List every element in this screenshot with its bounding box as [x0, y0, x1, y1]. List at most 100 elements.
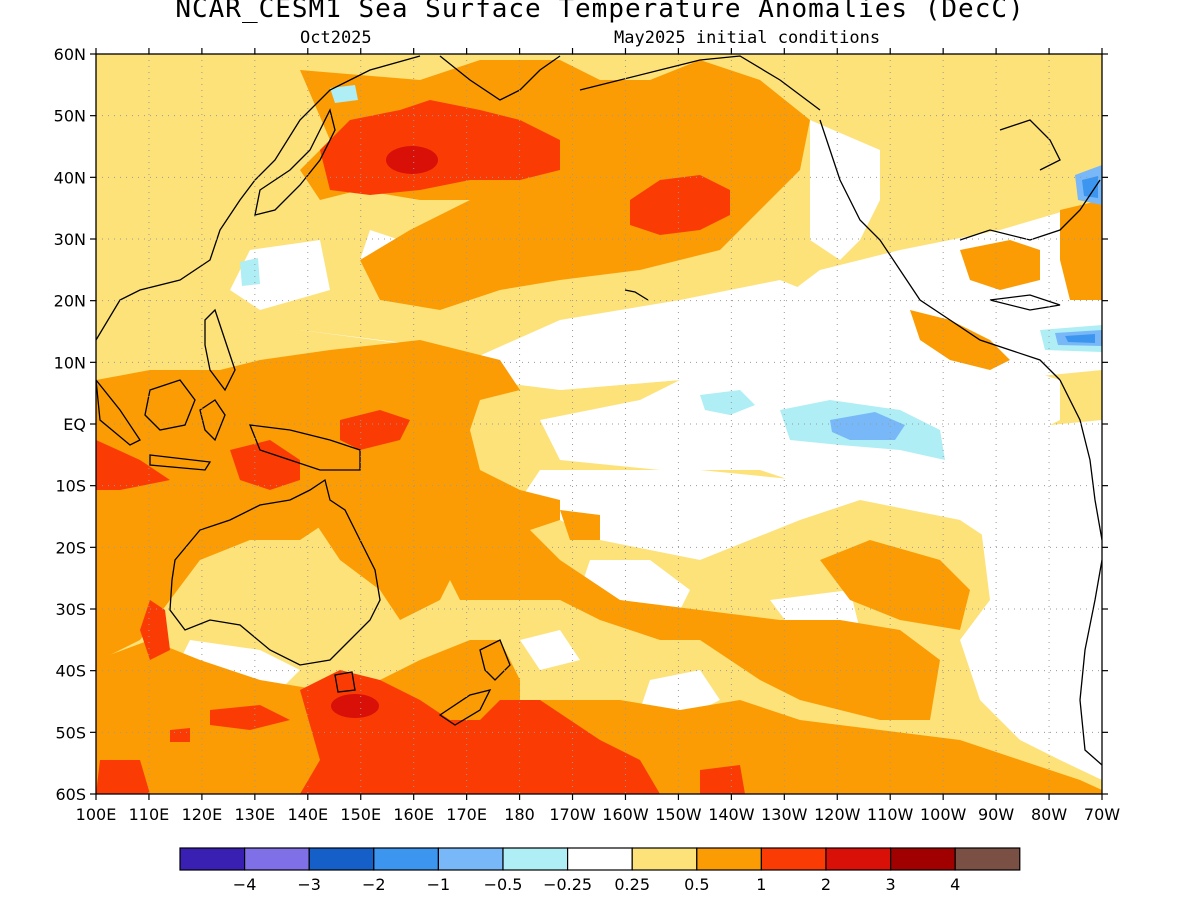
colorbar-swatch: [760, 847, 827, 871]
colorbar-swatch: [566, 847, 633, 871]
sulawesi-coastline: [199, 399, 226, 442]
lon-tick-label: 140W: [708, 805, 755, 824]
philippines-coastline: [204, 308, 236, 392]
lon-tick-label: 150W: [655, 805, 702, 824]
lon-tick-label: 160E: [393, 805, 434, 824]
colorbar-tick-label: −0.5: [484, 875, 523, 894]
new-zealand-south: [438, 689, 492, 726]
orange-equatorial-west: [96, 340, 560, 620]
lon-tick-label: 170W: [549, 805, 596, 824]
colorbar-tick-label: 3: [886, 875, 896, 894]
colorbar-tick-label: 4: [950, 875, 960, 894]
lat-tick-label: 60N: [54, 45, 86, 64]
darkred-kuroshio-core: [386, 146, 438, 174]
australia-coastline: [169, 478, 381, 666]
lat-tick-label: 50N: [54, 107, 86, 126]
tasmania-coastline: [334, 671, 356, 693]
red-west-australia: [140, 600, 170, 660]
colorbar-swatch: [825, 847, 892, 871]
valid-month-label: Oct2025: [300, 28, 372, 48]
lon-tick-label: 90W: [978, 805, 1014, 824]
colorbar-labels: −4 −3 −2 −1 −0.5 −0.25 0.25 0.5 1 2 3 4: [233, 875, 960, 894]
colorbar-tick-label: 2: [821, 875, 831, 894]
colorbar-tick-label: −4: [233, 875, 257, 894]
orange-gulf-mexico: [960, 240, 1040, 290]
colorbar-swatch: [696, 847, 762, 871]
lon-tick-label: 100W: [920, 805, 967, 824]
lat-tick-label: EQ: [63, 415, 86, 434]
map-plot-area: [96, 54, 1102, 794]
red-kuroshio: [320, 100, 560, 195]
darkred-tasman-core: [331, 694, 379, 718]
south-america-coastline: [1059, 379, 1102, 541]
orange-central-america: [910, 310, 1010, 370]
south-america-southwest: [1079, 559, 1102, 766]
red-south-far: [700, 765, 745, 794]
lat-tick-label: 20S: [55, 538, 86, 557]
lon-tick-label: 150E: [340, 805, 381, 824]
orange-south-diagonal: [440, 520, 940, 720]
great-lakes: [999, 119, 1061, 171]
lon-tick-label: 130W: [761, 805, 808, 824]
lat-tick-label: 30N: [54, 230, 86, 249]
red-banda-sea: [230, 440, 300, 490]
colorbar-tick-label: 0.5: [684, 875, 709, 894]
lat-tick-label: 50S: [55, 723, 86, 742]
colorbar-swatch: [631, 847, 698, 871]
colorbar-tick-label: −2: [362, 875, 386, 894]
colorbar-swatch: [437, 847, 504, 871]
anomaly-darkred-layer: [331, 146, 438, 718]
colorbar-swatch: [244, 847, 310, 871]
red-south-indian: [96, 760, 150, 794]
gulf-coast: [959, 179, 1101, 241]
asia-mainland-coastline: [96, 55, 421, 341]
plot-title: NCAR_CESM1 Sea Surface Temperature Anoma…: [175, 0, 1025, 24]
lat-tick-label: 20N: [54, 292, 86, 311]
longitude-labels: 100E 110E 120E 130E 140E 150E 160E 170E 180 170W 1…: [76, 805, 1121, 824]
cyan-west-subtropic: [240, 258, 260, 286]
red-nw-australia: [96, 440, 170, 490]
colorbar-swatch: [954, 847, 1021, 871]
red-coral-sea: [340, 410, 410, 450]
lon-tick-label: 160W: [602, 805, 649, 824]
new-zealand-north: [479, 639, 511, 681]
colorbar-swatch: [502, 847, 569, 871]
orange-se-pacific: [820, 540, 970, 630]
lon-tick-label: 180: [504, 805, 535, 824]
lon-tick-label: 110W: [867, 805, 914, 824]
colorbar-tick-label: 0.25: [614, 875, 650, 894]
orange-atlantic: [1060, 200, 1102, 300]
neutral-nz-south: [520, 630, 580, 670]
lon-tick-label: 100E: [76, 805, 117, 824]
red-ne-pacific: [630, 175, 730, 235]
lat-tick-label: 40S: [55, 662, 86, 681]
neutral-west-subtropics: [230, 240, 330, 310]
lat-tick-label: 60S: [55, 785, 86, 804]
lon-tick-label: 130E: [235, 805, 276, 824]
cyan-equatorial-mid: [700, 390, 755, 415]
mid-blue-caribbean: [1065, 334, 1095, 343]
lat-tick-label: 10S: [55, 477, 86, 496]
cyan-okhotsk: [330, 85, 358, 103]
orange-se-small: [560, 510, 600, 540]
new-guinea-coastline: [248, 424, 361, 471]
lon-tick-label: 140E: [287, 805, 328, 824]
hawaii-islands: [624, 289, 649, 301]
borneo-coastline: [144, 379, 196, 431]
lon-tick-label: 110E: [129, 805, 170, 824]
mid-blue-gulf-stream: [1082, 176, 1098, 198]
colorbar-tick-label: −1: [427, 875, 451, 894]
blue-equatorial-east: [830, 412, 905, 440]
lon-tick-label: 170E: [446, 805, 487, 824]
alaska-coastline: [579, 55, 821, 111]
sumatra-coastline: [96, 378, 141, 446]
colorbar-swatch: [179, 847, 246, 871]
init-conditions-label: May2025 initial conditions: [614, 28, 881, 48]
latitude-labels: 60N 50N 40N 30N 20N 10N EQ 10S 20S 30S 40S 50S 60S: [54, 45, 86, 804]
north-america-west-coast: [819, 119, 1061, 381]
japan-coastline: [254, 108, 336, 216]
colorbar-swatch: [373, 847, 439, 871]
lat-tick-label: 30S: [55, 600, 86, 619]
lat-tick-label: 40N: [54, 168, 86, 187]
